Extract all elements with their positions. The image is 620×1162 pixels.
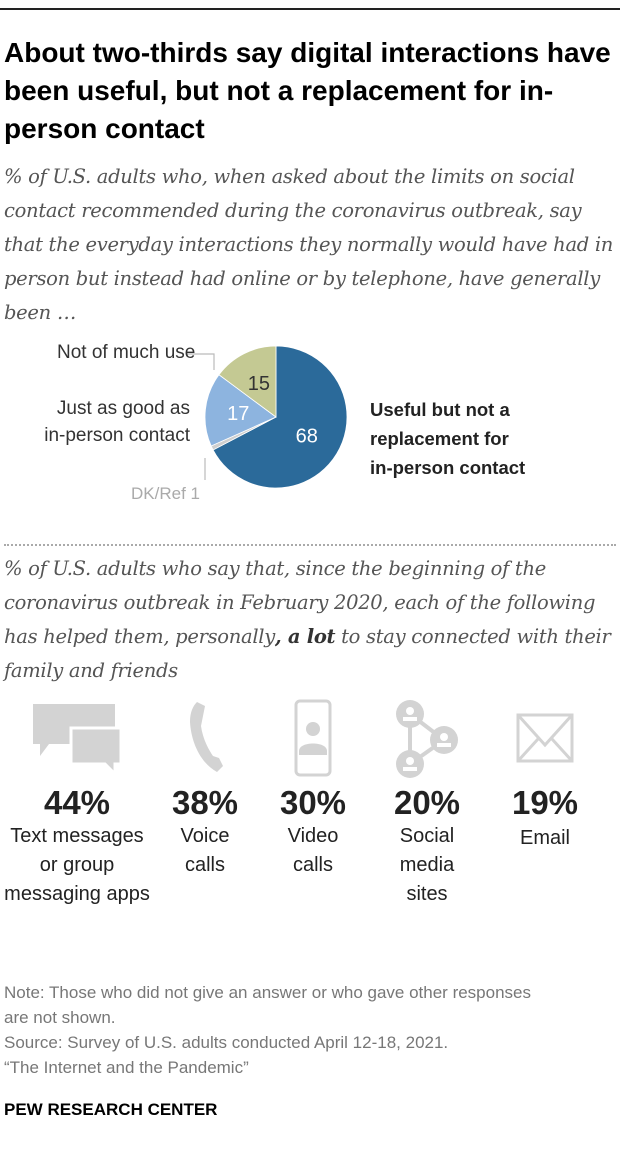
label-line: replacement for <box>370 428 509 449</box>
pie-slice <box>212 345 348 489</box>
stat-social-media: 20% Social media sites <box>352 700 502 909</box>
stat-email: 19% Email <box>470 700 620 853</box>
note-text: Note: Those who did not give an answer o… <box>4 983 531 1027</box>
pie-chart: 68 17 15 <box>187 345 348 489</box>
stat-text-messages: 44% Text messages or group messaging app… <box>2 700 152 909</box>
label-useful: Useful but not a replacement for in-pers… <box>370 395 525 482</box>
label-not-much-use: Not of much use <box>57 342 196 363</box>
top-rule <box>0 8 620 10</box>
pie-value-label: 15 <box>248 373 270 395</box>
video-phone-icon <box>238 699 388 777</box>
stat-video-calls: 30% Video calls <box>238 699 388 880</box>
stat-value: 44% <box>43 784 111 821</box>
chat-bubbles-icon <box>2 700 152 776</box>
brand-logo-text: PEW RESEARCH CENTER <box>4 1100 218 1119</box>
stat-value: 19% <box>511 784 579 821</box>
stat-value: 20% <box>393 784 461 821</box>
label-line: in-person contact <box>44 425 190 446</box>
subtitle-text: to stay connected with their family and … <box>4 625 611 682</box>
envelope-icon <box>470 700 620 776</box>
pie-slice <box>218 345 277 418</box>
label-line: Just as good as <box>56 398 190 419</box>
pie-subtitle: % of U.S. adults who, when asked about t… <box>4 165 614 324</box>
stat-label: Video calls <box>287 825 339 876</box>
stat-label: Text messages or group messaging apps <box>4 825 150 905</box>
label-line: Useful but not a <box>370 399 510 420</box>
chart-title: About two-thirds say digital interaction… <box>4 37 611 144</box>
stat-voice-calls: 38% Voice calls <box>130 700 280 880</box>
stat-value: 30% <box>279 784 347 821</box>
label-line: in-person contact <box>370 457 526 478</box>
pie-value-label: 68 <box>296 426 318 448</box>
stat-value: 38% <box>171 784 239 821</box>
subtitle-emphasis: , a lot <box>274 625 336 648</box>
social-network-icon <box>352 700 502 778</box>
source-text: Source: Survey of U.S. adults conducted … <box>4 1033 449 1052</box>
leader-line <box>187 353 215 370</box>
label-just-as-good: Just as good as in-person contact <box>44 395 190 449</box>
stat-label: Social media sites <box>399 825 455 905</box>
stat-label: Email <box>519 827 570 849</box>
notes: Note: Those who did not give an answer o… <box>4 980 544 1080</box>
subtitle-text: % of U.S. adults who say that, since the… <box>4 557 596 648</box>
pie-value-label: 17 <box>227 403 249 425</box>
phone-icon <box>130 700 280 776</box>
pie-slice <box>204 374 277 447</box>
stat-label: Voice calls <box>180 825 230 876</box>
divider <box>4 544 616 546</box>
label-dk-ref: DK/Ref 1 <box>131 484 200 503</box>
icons-subtitle: % of U.S. adults who say that, since the… <box>4 552 614 688</box>
report-title: “The Internet and the Pandemic” <box>4 1058 249 1077</box>
